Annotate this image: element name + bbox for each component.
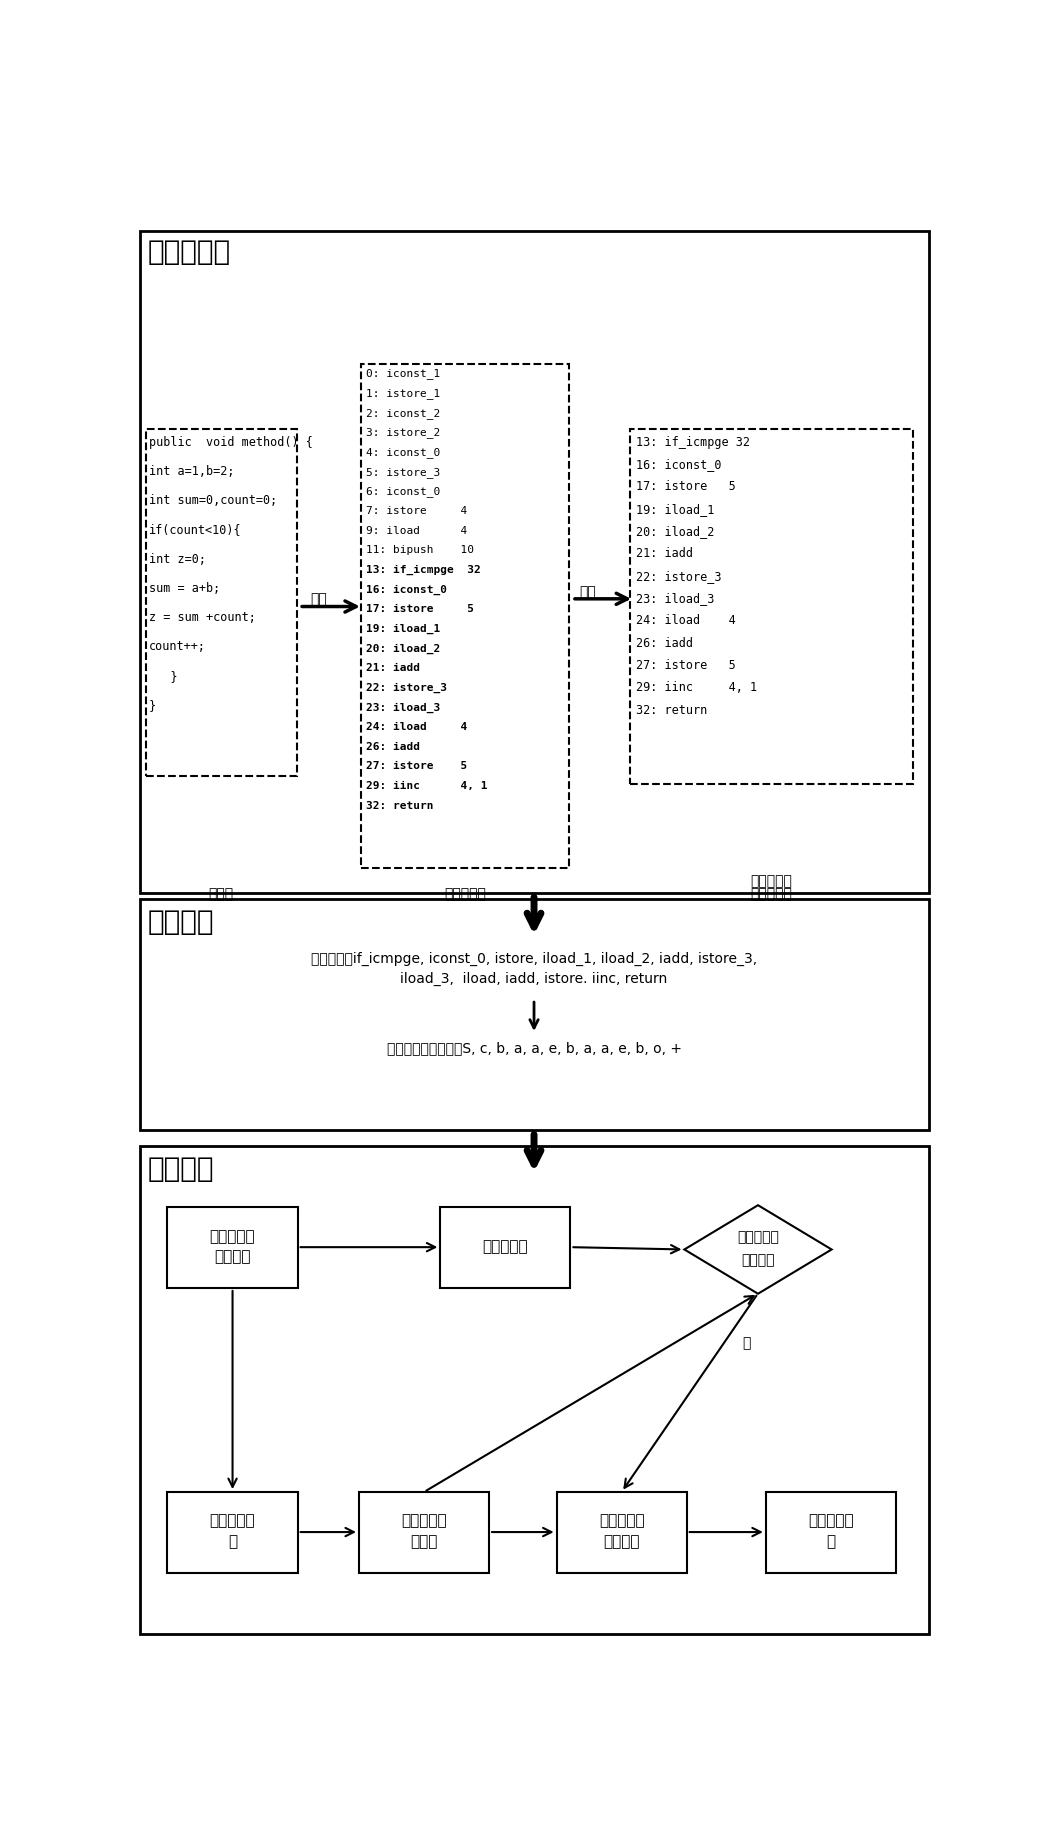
Text: if(count<10){: if(count<10){ — [149, 524, 242, 537]
Text: 32: return: 32: return — [637, 703, 708, 716]
Text: 溯路径: 溯路径 — [411, 1534, 438, 1549]
Text: 计算相似度: 计算相似度 — [482, 1239, 528, 1255]
Text: 24: iload     4: 24: iload 4 — [366, 722, 467, 733]
Text: iload_3,  iload, iadd, istore. iinc, return: iload_3, iload, iadd, istore. iinc, retu… — [400, 973, 668, 986]
Text: 26: iadd: 26: iadd — [637, 637, 693, 650]
Text: 构建字节码: 构建字节码 — [209, 1229, 255, 1244]
Text: 相似度是否: 相似度是否 — [737, 1229, 779, 1244]
Text: 字节码文件: 字节码文件 — [444, 886, 486, 901]
Bar — [168, 1207, 298, 1289]
Text: }: } — [149, 700, 156, 713]
Text: 11: bipush    10: 11: bipush 10 — [366, 545, 474, 556]
Text: 语句块级别: 语句块级别 — [750, 873, 792, 888]
Text: 27: istore   5: 27: istore 5 — [637, 659, 736, 672]
Text: 21: iadd: 21: iadd — [366, 663, 420, 674]
Text: 22: istore_3: 22: istore_3 — [366, 683, 447, 692]
Text: 映射回源代: 映射回源代 — [808, 1514, 853, 1528]
Text: 9: iload      4: 9: iload 4 — [366, 526, 467, 535]
Text: 23: iload_3: 23: iload_3 — [366, 701, 440, 713]
Text: 指令序列：if_icmpge, iconst_0, istore, iload_1, iload_2, iadd, istore_3,: 指令序列：if_icmpge, iconst_0, istore, iload_… — [311, 951, 758, 965]
Text: 编译: 编译 — [311, 593, 327, 607]
Bar — [556, 1492, 687, 1573]
Text: 获得符合回: 获得符合回 — [401, 1514, 447, 1528]
Text: 大于阈值: 大于阈值 — [741, 1253, 775, 1268]
Text: 2: iconst_2: 2: iconst_2 — [366, 408, 440, 419]
Text: 代码预处理: 代码预处理 — [147, 238, 230, 266]
Text: }: } — [149, 670, 177, 683]
Text: 匹配矩阵: 匹配矩阵 — [215, 1250, 251, 1265]
Text: 32: return: 32: return — [366, 801, 433, 810]
Text: int z=0;: int z=0; — [149, 552, 206, 565]
Text: 5: istore_3: 5: istore_3 — [366, 467, 440, 478]
Text: 值: 值 — [228, 1534, 238, 1549]
Text: 23: iload_3: 23: iload_3 — [637, 593, 715, 605]
Bar — [140, 899, 928, 1130]
Text: 29: iinc      4, 1: 29: iinc 4, 1 — [366, 781, 488, 790]
Bar — [362, 364, 569, 868]
Text: 克隆片段: 克隆片段 — [603, 1534, 640, 1549]
Text: 视为字节码: 视为字节码 — [599, 1514, 644, 1528]
Text: 源代码: 源代码 — [208, 886, 233, 901]
Text: 是: 是 — [742, 1337, 750, 1349]
Text: 17: istore     5: 17: istore 5 — [366, 604, 474, 615]
Text: 27: istore    5: 27: istore 5 — [366, 761, 467, 772]
Text: 0: iconst_1: 0: iconst_1 — [366, 369, 440, 380]
Text: 计算匹配分: 计算匹配分 — [209, 1514, 255, 1528]
Bar — [630, 430, 913, 783]
Text: 4: iconst_0: 4: iconst_0 — [366, 447, 440, 458]
Text: 特征提取: 特征提取 — [147, 908, 214, 936]
Text: 码: 码 — [826, 1534, 836, 1549]
Text: 3: istore_2: 3: istore_2 — [366, 428, 440, 438]
Bar — [146, 430, 297, 775]
Text: count++;: count++; — [149, 641, 206, 653]
Text: 13: if_icmpge 32: 13: if_icmpge 32 — [637, 436, 750, 449]
Text: int a=1,b=2;: int a=1,b=2; — [149, 465, 234, 478]
Polygon shape — [685, 1205, 832, 1294]
Text: int sum=0,count=0;: int sum=0,count=0; — [149, 495, 277, 508]
Text: 24: iload    4: 24: iload 4 — [637, 615, 736, 628]
Text: 19: iload_1: 19: iload_1 — [366, 624, 440, 633]
Text: 克隆检测: 克隆检测 — [147, 1156, 214, 1183]
Text: 20: iload_2: 20: iload_2 — [637, 524, 715, 537]
Text: z = sum +count;: z = sum +count; — [149, 611, 255, 624]
Bar — [358, 1492, 489, 1573]
Text: sum = a+b;: sum = a+b; — [149, 581, 220, 594]
Text: 26: iadd: 26: iadd — [366, 742, 420, 751]
Text: 29: iinc     4, 1: 29: iinc 4, 1 — [637, 681, 758, 694]
Text: 字节码片段: 字节码片段 — [750, 886, 792, 901]
Bar — [168, 1492, 298, 1573]
Text: 16: iconst_0: 16: iconst_0 — [366, 585, 447, 594]
Text: 6: iconst_0: 6: iconst_0 — [366, 485, 440, 497]
Text: 21: iadd: 21: iadd — [637, 546, 693, 559]
Text: 13: if_icmpge  32: 13: if_icmpge 32 — [366, 565, 480, 576]
Bar — [441, 1207, 570, 1289]
Text: public  void method() {: public void method() { — [149, 436, 313, 449]
Text: 单一字符指令序列：S, c, b, a, a, e, b, a, a, e, b, o, +: 单一字符指令序列：S, c, b, a, a, e, b, a, a, e, b… — [387, 1041, 681, 1056]
Text: 19: iload_1: 19: iload_1 — [637, 502, 715, 515]
Text: 7: istore     4: 7: istore 4 — [366, 506, 467, 517]
Bar — [140, 231, 928, 893]
Text: 20: iload_2: 20: iload_2 — [366, 644, 440, 653]
Text: 22: istore_3: 22: istore_3 — [637, 570, 722, 583]
Bar — [766, 1492, 896, 1573]
Text: 1: istore_1: 1: istore_1 — [366, 388, 440, 399]
Text: 提取: 提取 — [579, 585, 596, 598]
Text: 16: iconst_0: 16: iconst_0 — [637, 458, 722, 471]
Text: 17: istore   5: 17: istore 5 — [637, 480, 736, 493]
Bar — [140, 1146, 928, 1634]
